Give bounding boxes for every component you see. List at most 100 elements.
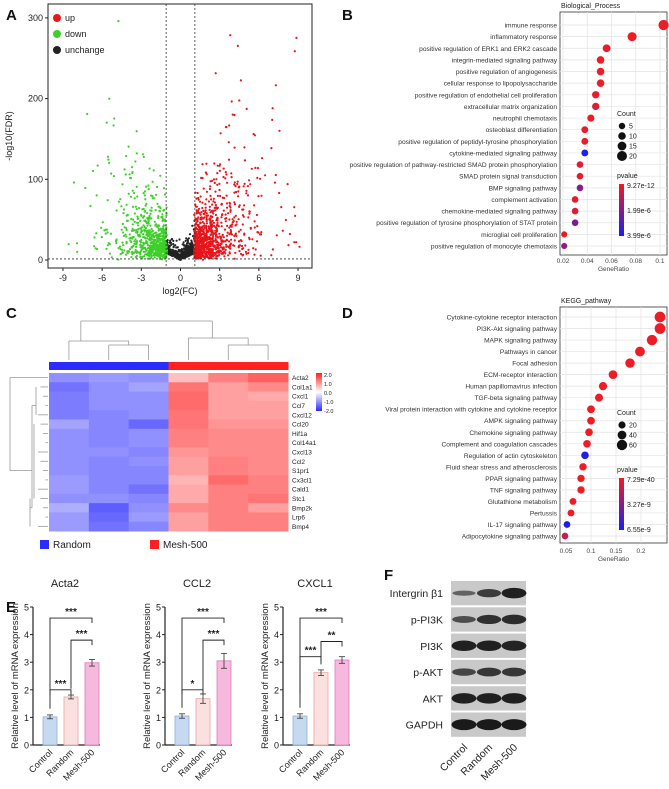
bar-chart-title: CXCL1	[297, 578, 332, 590]
volcano-point-down	[135, 208, 138, 211]
volcano-point-up	[212, 200, 215, 203]
volcano-point-down	[125, 214, 128, 217]
volcano-point-down	[135, 240, 139, 243]
pvalue-colorbar	[619, 184, 624, 236]
volcano-point-unchange	[169, 241, 172, 244]
volcano-point-up	[197, 230, 200, 233]
volcano-point-down	[145, 185, 148, 188]
volcano-point-down	[108, 161, 111, 164]
x-tick-label: 0.04	[581, 258, 594, 265]
volcano-point-unchange	[180, 248, 183, 251]
volcano-point-up	[270, 254, 273, 257]
volcano-point-up	[200, 233, 203, 236]
volcano-point-up	[211, 219, 214, 222]
volcano-point-down	[121, 251, 124, 254]
volcano-point-down	[142, 207, 145, 210]
volcano-point-down	[141, 153, 145, 156]
volcano-point-up	[214, 232, 217, 235]
gene-label: Cx3cl1	[292, 477, 312, 484]
volcano-point-up	[209, 211, 212, 214]
y-tick-label: 0	[156, 741, 161, 751]
y-axis-label: Relative level of mRNA expression	[142, 603, 153, 749]
volcano-point-down	[145, 240, 148, 243]
term-label: BMP signaling pathway	[489, 185, 558, 192]
volcano-point-down	[145, 249, 148, 252]
volcano-point-up	[225, 173, 228, 176]
heatmap-cell	[208, 512, 249, 523]
volcano-point-up	[229, 231, 232, 234]
volcano-point-down	[133, 240, 136, 243]
term-label: PI3K-Akt signaling pathway	[477, 326, 558, 333]
volcano-point-up	[245, 189, 248, 192]
volcano-point-up	[244, 250, 247, 253]
volcano-point-up	[225, 245, 228, 248]
volcano-point-up	[198, 227, 201, 230]
term-label: AMPK signaling pathway	[484, 418, 558, 425]
volcano-point-up	[232, 220, 235, 223]
volcano-point-up	[228, 124, 231, 127]
volcano-point-down	[137, 228, 140, 231]
size-legend-dot	[617, 430, 627, 440]
volcano-point-up	[210, 228, 213, 231]
panel-label-d: D	[342, 305, 353, 322]
volcano-point-up	[218, 235, 222, 238]
volcano-point-unchange	[173, 250, 176, 253]
volcano-point-down	[147, 188, 150, 191]
heatmap-cell	[248, 465, 289, 476]
volcano-point-up	[246, 194, 250, 197]
volcano-point-up	[222, 247, 225, 250]
volcano-point-up	[215, 251, 218, 254]
significance-bracket	[181, 617, 225, 694]
gene-label: Cxcl1	[292, 394, 309, 401]
volcano-point-up	[295, 241, 298, 244]
volcano-point-up	[212, 251, 215, 254]
volcano-point-up	[246, 185, 249, 188]
volcano-point-up	[226, 224, 229, 227]
volcano-point-down	[129, 176, 132, 179]
heatmap-cell	[128, 419, 169, 430]
volcano-point-up	[225, 243, 228, 246]
volcano-point-up	[230, 172, 233, 175]
volcano-point-up	[215, 227, 218, 230]
volcano-point-up	[248, 212, 251, 215]
volcano-point-unchange	[178, 249, 181, 252]
heatmap-cell	[88, 428, 130, 439]
volcano-point-up	[274, 173, 277, 177]
heatmap-cell	[128, 447, 169, 458]
term-dot	[585, 428, 593, 437]
volcano-point-down	[122, 208, 126, 211]
volcano-point-down	[127, 192, 130, 195]
heatmap-cell	[128, 475, 169, 486]
volcano-point-up	[237, 190, 240, 193]
volcano-point-down	[149, 233, 152, 236]
volcano-point-up	[220, 225, 223, 228]
volcano-point-up	[212, 178, 215, 181]
term-dot	[594, 393, 604, 402]
blot-band	[501, 667, 527, 677]
volcano-point-down	[148, 167, 151, 170]
heatmap-cell	[49, 503, 90, 513]
term-label: osteoblast differentiation	[486, 127, 558, 134]
heatmap-cell	[128, 382, 169, 393]
term-dot	[563, 521, 571, 528]
volcano-point-unchange	[170, 251, 173, 254]
volcano-point-up	[208, 218, 211, 221]
term-dot	[583, 439, 591, 448]
volcano-point-up	[293, 50, 296, 53]
volcano-point-down	[108, 252, 111, 255]
term-dot	[598, 382, 608, 391]
volcano-point-up	[210, 254, 213, 257]
volcano-point-up	[211, 234, 215, 238]
volcano-point-up	[210, 257, 213, 260]
volcano-point-up	[230, 233, 234, 236]
volcano-point-up	[218, 182, 221, 185]
significance-label: ***	[315, 607, 327, 618]
volcano-point-up	[215, 224, 218, 227]
y-tick-label: 3	[24, 658, 29, 668]
volcano-point-up	[218, 188, 221, 192]
volcano-point-down	[125, 228, 128, 232]
volcano-point-up	[220, 202, 223, 205]
volcano-point-up	[202, 229, 205, 232]
colorbar-label: 2.0	[324, 373, 332, 379]
volcano-point-up	[197, 257, 200, 260]
